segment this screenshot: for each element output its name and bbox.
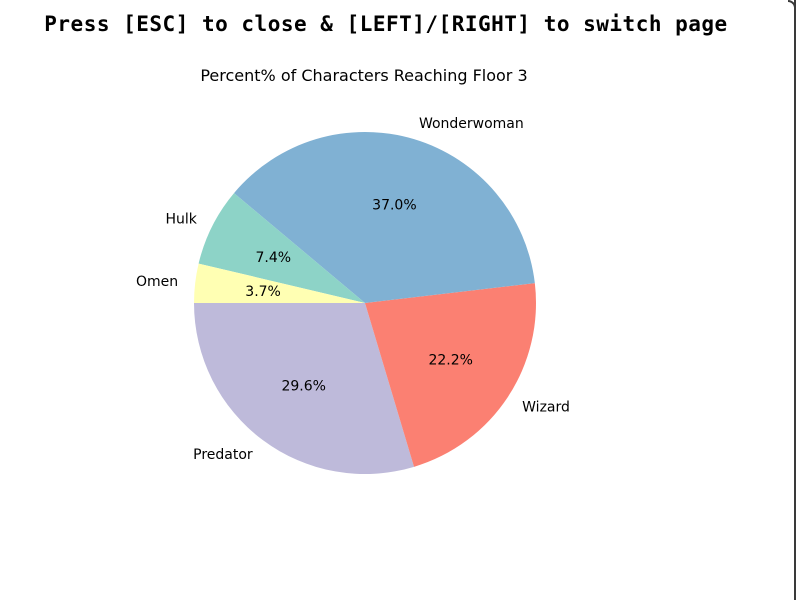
instructions-banner: Press [ESC] to close & [LEFT]/[RIGHT] to… bbox=[44, 12, 728, 36]
pie-slice-wizard bbox=[365, 283, 536, 467]
slice-label-hulk: Hulk bbox=[166, 212, 198, 228]
pie-slice-omen bbox=[194, 263, 365, 303]
window-border bbox=[794, 0, 796, 600]
pie-slice-predator bbox=[194, 303, 415, 474]
pie-slice-wonderwoman bbox=[234, 131, 535, 303]
slice-label-omen: Omen bbox=[136, 274, 178, 290]
pct-label-wizard: 22.2% bbox=[428, 352, 472, 368]
pie-labels: 29.6% Predator 22.2% Wizard 37.0% Wonderwoman… bbox=[136, 116, 570, 463]
pct-label-wonderwoman: 37.0% bbox=[372, 198, 416, 214]
pct-label-hulk: 7.4% bbox=[256, 250, 292, 266]
window-corner bbox=[788, 0, 796, 8]
slice-label-wonderwoman: Wonderwoman bbox=[419, 116, 524, 132]
pct-label-predator: 29.6% bbox=[281, 378, 325, 394]
slice-label-predator: Predator bbox=[193, 447, 253, 463]
pie-slices bbox=[194, 131, 536, 474]
pct-label-omen: 3.7% bbox=[245, 284, 281, 300]
pie-slice-hulk bbox=[198, 193, 365, 303]
chart-title: Percent% of Characters Reaching Floor 3 bbox=[200, 66, 527, 85]
slice-label-wizard: Wizard bbox=[522, 399, 570, 415]
